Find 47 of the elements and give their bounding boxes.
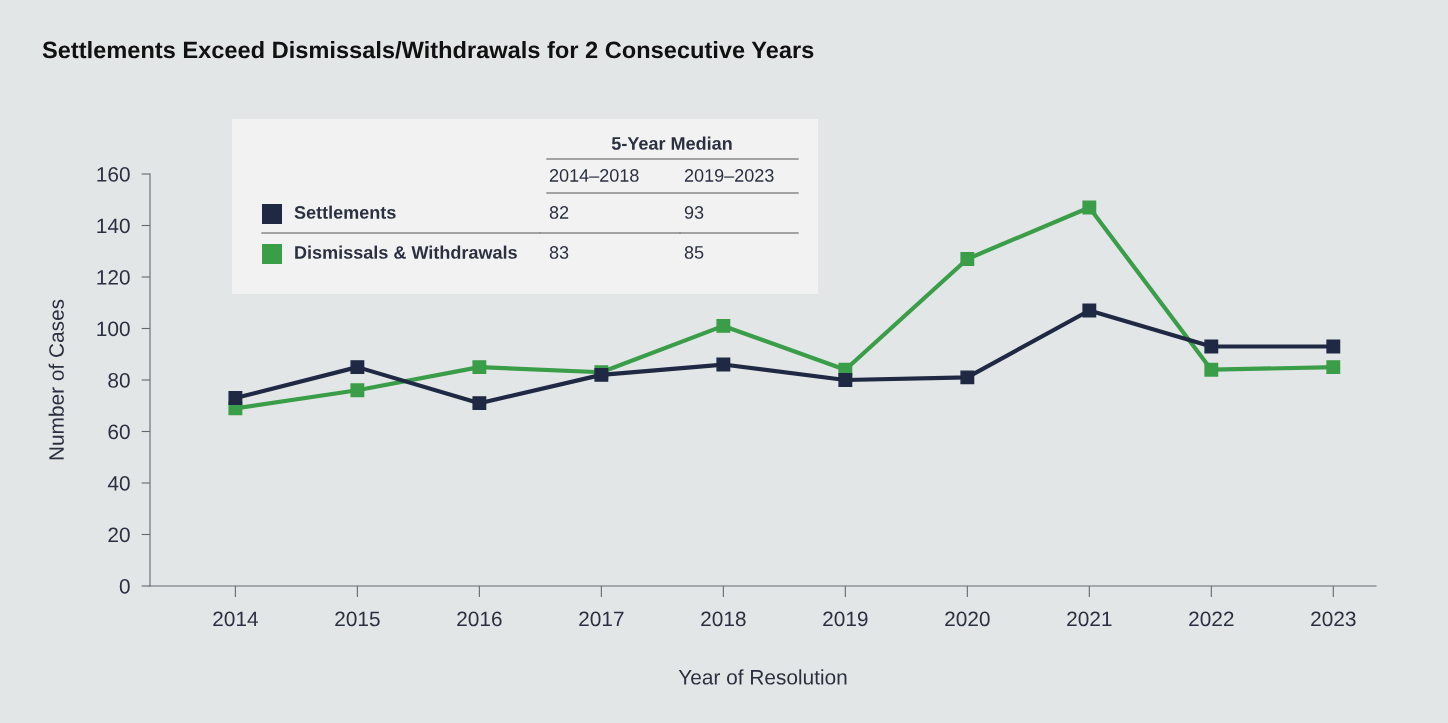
point (350, 360, 365, 375)
point (1082, 303, 1097, 318)
chart-title: Settlements Exceed Dismissals/Withdrawals for 2 Consecutive Years (42, 41, 814, 59)
y-tick-label: 120 (97, 270, 130, 285)
x-tick-label: 2016 (457, 611, 502, 627)
legend-label: Settlements (294, 205, 396, 219)
point (472, 396, 487, 411)
annotation: 83 (549, 246, 569, 259)
point (1204, 339, 1219, 354)
x-tick-label: 2021 (1067, 611, 1112, 627)
point (1326, 360, 1341, 375)
annotation: 2019–2023 (684, 169, 774, 182)
y-tick-label: 20 (108, 527, 130, 543)
y-tick-label: 100 (97, 321, 130, 337)
x-tick-label: 2019 (823, 611, 868, 627)
text: 5-Year Median (611, 136, 732, 150)
point (716, 357, 731, 372)
point (472, 360, 487, 375)
annotation: 85 (684, 246, 704, 259)
annotation: 82 (549, 206, 569, 219)
x-tick-label: 2022 (1189, 611, 1234, 627)
x-tick-label: 2017 (579, 611, 624, 627)
x-axis-title: Year of Resolution (678, 669, 847, 685)
point (716, 318, 731, 333)
point (1326, 339, 1341, 354)
point (960, 252, 975, 266)
y-tick-label: 0 (119, 579, 130, 594)
x-tick-label: 2020 (945, 611, 990, 627)
y-axis-title: Number of Cases (48, 299, 64, 460)
y-tick-label: 160 (97, 167, 130, 182)
point (960, 370, 975, 385)
point (838, 373, 853, 387)
y-tick-label: 80 (108, 373, 130, 388)
point (1204, 362, 1219, 377)
annotation: 93 (684, 206, 704, 219)
x-tick-label: 2018 (701, 611, 746, 627)
y-tick-label: 40 (107, 476, 130, 491)
y-tick-label: 60 (108, 424, 130, 440)
y-tick-label: 140 (97, 218, 130, 234)
point (228, 391, 243, 405)
x-tick-label: 2015 (335, 611, 380, 627)
annotation: 2014–2018 (549, 169, 639, 182)
point (350, 383, 365, 398)
x-tick-label: 2023 (1311, 611, 1356, 627)
x-tick-label: 2014 (213, 611, 258, 627)
point (1082, 200, 1097, 215)
legend-label: Dismissals & Withdrawals (295, 245, 517, 259)
